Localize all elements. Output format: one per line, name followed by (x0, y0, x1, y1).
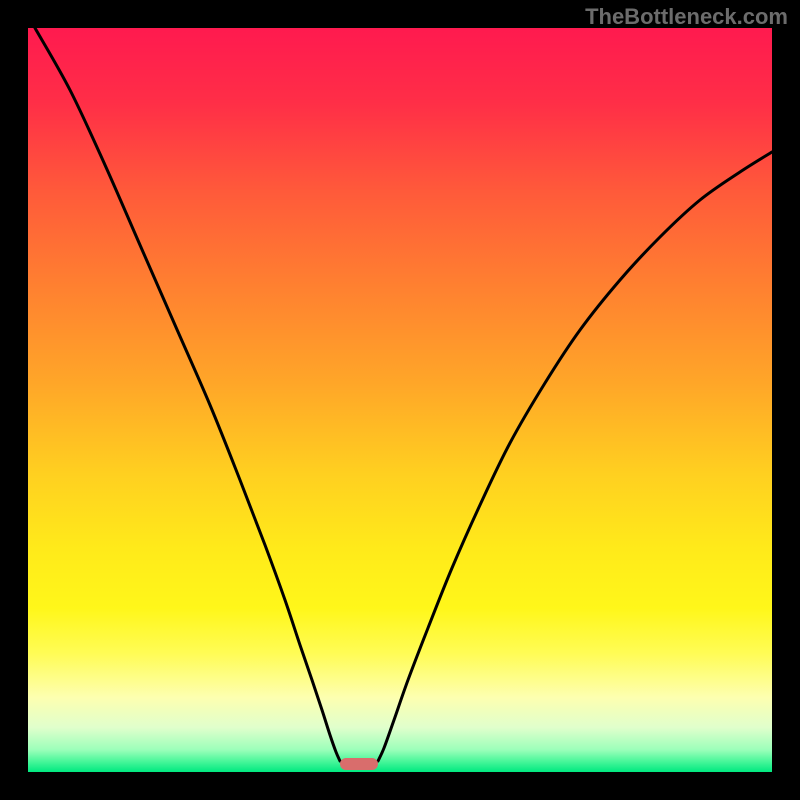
chart-container: TheBottleneck.com (0, 0, 800, 800)
bottleneck-plot (0, 0, 800, 800)
target-marker (340, 758, 378, 770)
watermark-text: TheBottleneck.com (585, 4, 788, 30)
plot-background (28, 28, 772, 772)
